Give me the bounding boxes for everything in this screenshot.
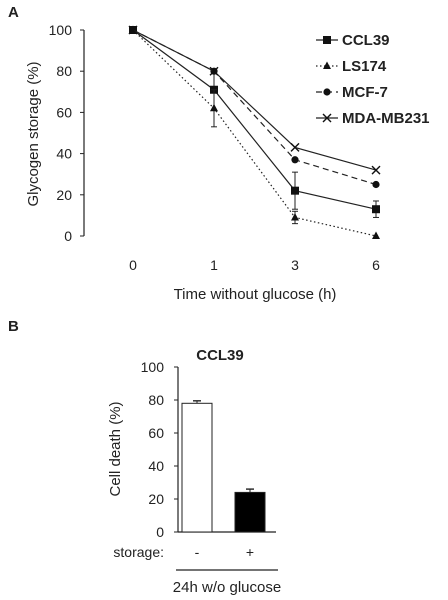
legend-marker <box>323 88 331 96</box>
chart-a-x-axis-label: Time without glucose (h) <box>174 286 337 303</box>
chart-b-y-axis-label: Cell death (%) <box>107 401 124 496</box>
chart-a-legend: CCL39 LS174 MCF-7 MDA-MB231 <box>316 32 430 127</box>
data-point-stroke <box>209 66 219 76</box>
chart-a-series <box>128 25 381 239</box>
data-point <box>291 156 299 164</box>
chart-a-y-axis-label: Glycogen storage (%) <box>25 61 42 206</box>
chart-b-category-labels: - + <box>195 544 254 560</box>
legend-label: LS174 <box>342 58 387 75</box>
glycogen-line-chart: 0 20 40 60 80 100 0 1 3 6 CCL39 LS174 MCF-7 MDA-MB2… <box>25 22 430 303</box>
chart-a-y-tick-label: 0 <box>64 228 72 244</box>
chart-a-x-tick-label: 6 <box>372 257 380 273</box>
chart-a-x-tick-label: 3 <box>291 257 299 273</box>
chart-a-y-ticks: 0 20 40 60 80 100 <box>49 22 84 244</box>
series-line <box>132 29 377 237</box>
panel-b-letter: B <box>8 318 19 335</box>
data-point <box>291 186 299 195</box>
legend-label: MDA-MB231 <box>342 110 430 127</box>
bar-storage-minus <box>181 402 213 533</box>
chart-b-y-tick-label: 40 <box>148 458 164 474</box>
series-ls174 <box>129 25 380 239</box>
chart-a-y-tick-label: 100 <box>49 22 73 38</box>
legend-marker-stroke <box>322 113 332 123</box>
data-point-stroke <box>371 165 381 175</box>
chart-a-x-tick-label: 0 <box>129 257 137 273</box>
chart-a-y-tick-label: 80 <box>56 63 72 79</box>
chart-b-y-tick-label: 100 <box>141 359 165 375</box>
data-point-stroke <box>290 142 300 152</box>
chart-a-x-ticks: 0 1 3 6 <box>129 257 380 273</box>
chart-b-y-tick-label: 80 <box>148 392 164 408</box>
chart-b-y-tick-label: 20 <box>148 491 164 507</box>
data-point <box>372 231 380 239</box>
chart-a-x-tick-label: 1 <box>210 257 218 273</box>
data-point-stroke <box>128 25 138 35</box>
chart-b-y-ticks: 0 20 40 60 80 100 <box>141 359 178 540</box>
data-point <box>372 180 380 189</box>
data-point <box>371 165 381 175</box>
chart-b-category-label: - <box>195 544 200 560</box>
chart-b-y-tick-label: 0 <box>156 524 164 540</box>
legend-marker <box>322 113 332 123</box>
bar-storage-plus <box>234 491 266 533</box>
chart-a-y-tick-label: 40 <box>56 146 72 162</box>
series-line <box>132 29 377 186</box>
data-point <box>128 25 138 35</box>
data-point <box>372 205 380 214</box>
chart-b-category-label: + <box>246 544 254 560</box>
legend-label: MCF-7 <box>342 84 388 101</box>
legend-entry-ls174: LS174 <box>316 58 387 75</box>
panel-a-letter: A <box>8 4 19 21</box>
chart-a-y-tick-label: 60 <box>56 104 72 120</box>
chart-a-y-tick-label: 20 <box>56 187 72 203</box>
legend-label: CCL39 <box>342 32 390 49</box>
data-point <box>291 212 299 221</box>
legend-marker <box>323 61 331 69</box>
chart-b-bars <box>181 400 266 533</box>
data-point <box>210 103 218 112</box>
legend-marker <box>323 36 331 44</box>
chart-b-y-tick-label: 60 <box>148 425 164 441</box>
legend-entry-mcf-7: MCF-7 <box>316 84 388 101</box>
data-point <box>209 66 219 76</box>
chart-b-category-row-label: storage: <box>113 544 164 560</box>
legend-entry-ccl39: CCL39 <box>316 32 390 49</box>
data-point <box>290 142 300 152</box>
series-line <box>132 29 377 171</box>
chart-b-group-label: 24h w/o glucose <box>173 579 281 596</box>
series-line <box>132 29 377 210</box>
series-mda-mb231 <box>128 25 381 175</box>
legend-entry-mda-mb231: MDA-MB231 <box>316 110 430 127</box>
chart-b-title: CCL39 <box>196 347 244 364</box>
